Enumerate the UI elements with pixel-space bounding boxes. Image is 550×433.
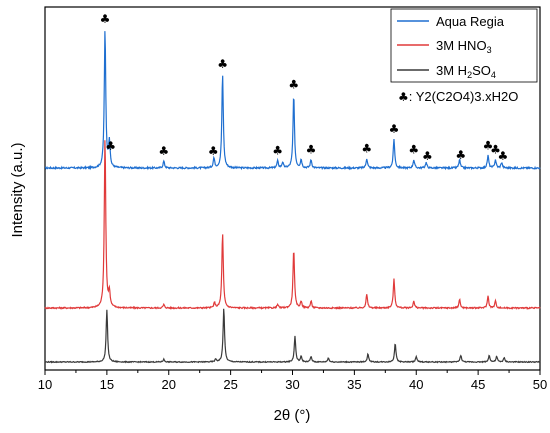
x-tick-label: 25 [223,377,237,392]
x-tick-label: 10 [38,377,52,392]
series-line-aqua-regia [44,31,541,171]
peak-marker-club-icon: ♣ [455,148,466,162]
peak-marker-club-icon: ♣ [272,144,283,158]
peak-marker-club-icon: ♣ [208,144,219,158]
legend-label-hno3: 3M HNO3 [436,38,492,55]
peak-marker-club-icon: ♣ [408,143,419,157]
peak-marker-club-icon: ♣ [389,122,400,136]
peak-marker-layer: ♣♣ ♣ ♣♣♣♣♣ ♣♣♣ ♣ ♣♣♣♣ [100,12,509,163]
legend: Aqua Regia 3M HNO3 3M H2SO4 [390,8,538,83]
marker-legend: ♣: Y2(C2O4)3.xH2O [398,89,518,104]
series-layer [44,31,541,364]
peak-marker-club-icon: ♣ [497,149,508,163]
series-line-3m-h2so4 [44,308,541,364]
peak-marker-club-icon: ♣ [288,78,299,92]
peak-marker-club-icon: ♣ [158,144,169,158]
peak-marker-club-icon: ♣ [306,142,317,156]
club-icon: ♣ [398,90,409,104]
x-tick-label: 35 [347,377,361,392]
x-axis-label: 2θ (°) [274,407,311,424]
x-tick-label: 30 [285,377,299,392]
x-tick-label: 20 [162,377,176,392]
x-tick-label: 15 [100,377,114,392]
y-axis-label: Intensity (a.u.) [9,142,26,237]
series-line-3m-hno3 [44,140,541,310]
peak-marker-club-icon: ♣ [422,149,433,163]
x-axis-ticks: 10 15 20 25 30 35 40 45 50 [38,370,547,392]
peak-marker-club-icon: ♣ [490,142,501,156]
peak-marker-club-icon: ♣ [361,141,372,155]
peak-marker-club-icon: ♣ [483,138,494,152]
peak-marker-club-icon: ♣ [100,12,111,26]
peak-marker-club-icon: ♣ [105,139,116,153]
peak-marker-club-icon: ♣ [217,57,228,71]
x-tick-label: 50 [533,377,547,392]
legend-label-aqua-regia: Aqua Regia [436,14,505,29]
legend-label-h2so4: 3M H2SO4 [436,63,496,80]
x-tick-label: 40 [409,377,423,392]
x-tick-label: 45 [471,377,485,392]
